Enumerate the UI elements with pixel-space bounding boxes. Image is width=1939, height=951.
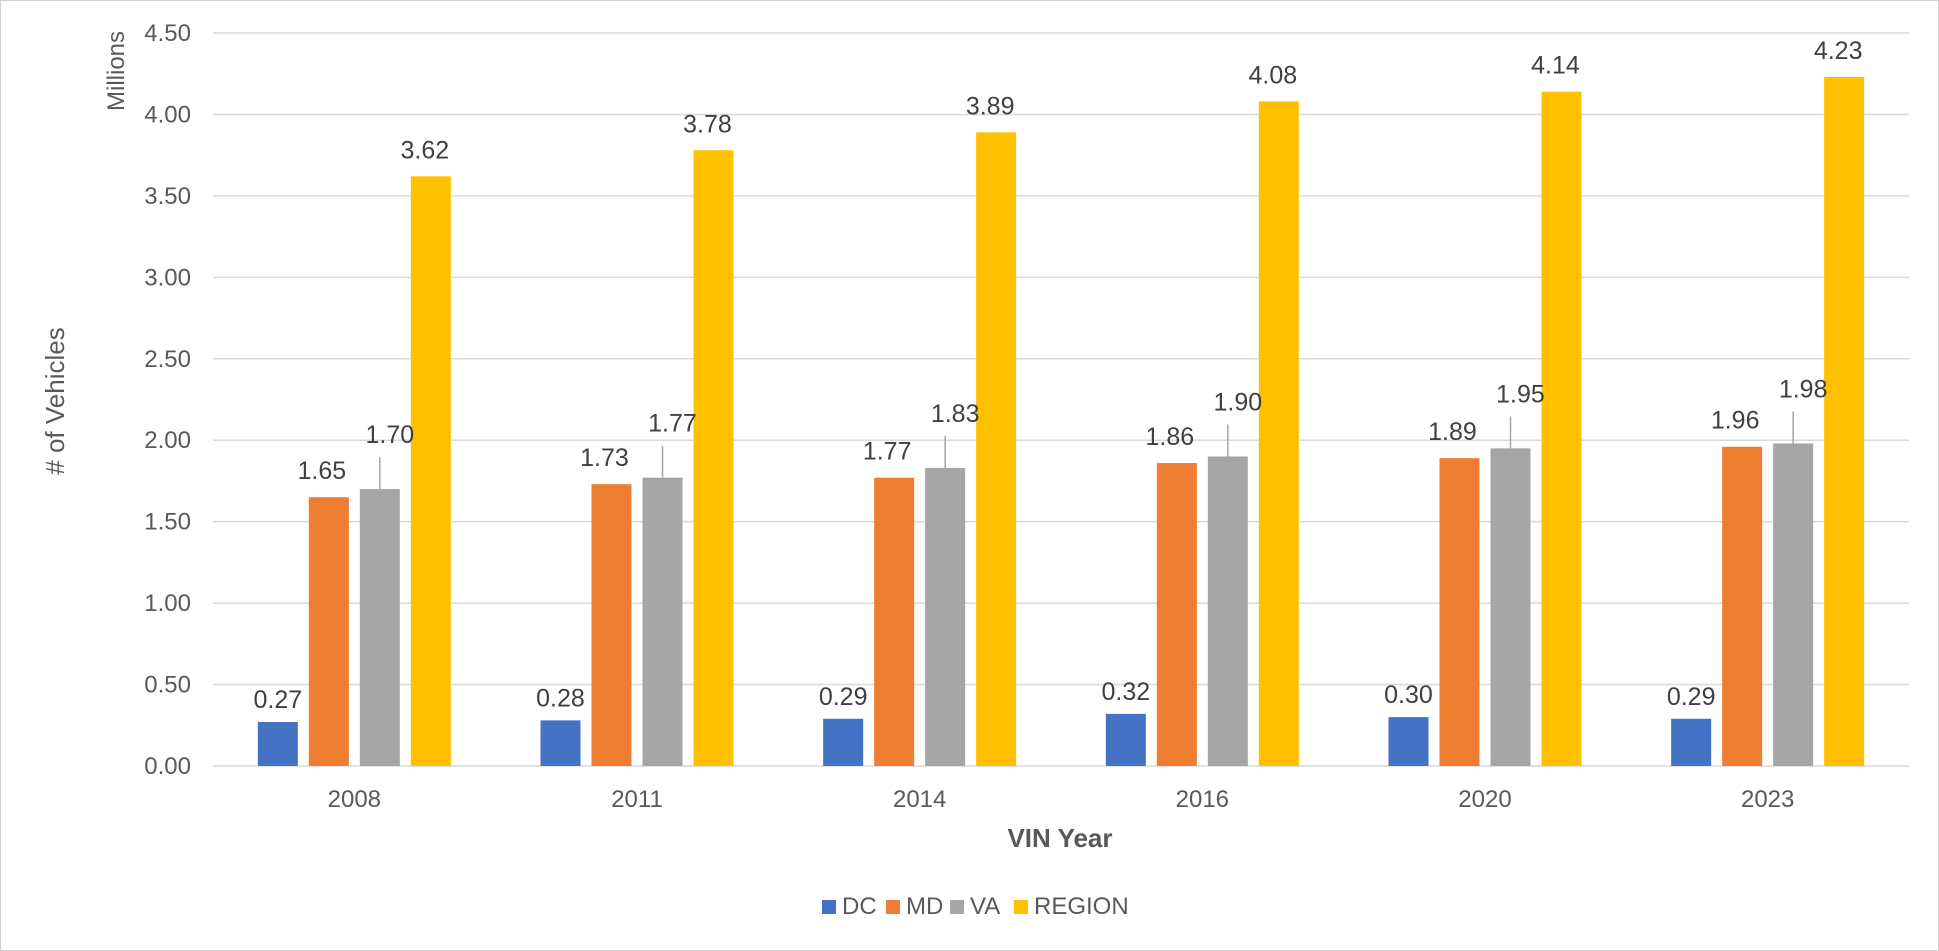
bar-va: [359, 489, 400, 766]
x-tick-label: 2008: [328, 786, 381, 813]
data-label-dc: 0.29: [1667, 683, 1716, 711]
data-label-va: 1.70: [365, 421, 414, 449]
y-tick-label: 3.50: [144, 183, 191, 210]
y-tick-label: 0.50: [144, 672, 191, 699]
data-label-region: 4.14: [1531, 52, 1580, 80]
legend-swatch-md: [886, 900, 900, 914]
data-label-dc: 0.28: [536, 684, 585, 712]
data-label-region: 3.89: [966, 92, 1015, 120]
data-label-va: 1.83: [931, 400, 980, 428]
data-label-md: 1.96: [1711, 407, 1760, 435]
bar-md: [591, 484, 632, 766]
legend-swatch-va: [950, 900, 964, 914]
y-tick-label: 2.00: [144, 427, 191, 454]
data-label-md: 1.86: [1145, 423, 1194, 451]
bar-md: [308, 497, 349, 766]
y-tick-label: 1.00: [144, 590, 191, 617]
y-tick-label: 1.50: [144, 509, 191, 536]
data-label-md: 1.65: [297, 457, 346, 485]
y-axis-unit-label: Millions: [103, 31, 130, 111]
y-tick-label: 0.00: [144, 753, 191, 780]
legend-label-va: VA: [970, 893, 1000, 920]
bar-region: [1824, 76, 1865, 767]
bar-md: [1156, 463, 1197, 766]
bar-region: [976, 132, 1017, 766]
data-label-va: 1.90: [1213, 389, 1262, 417]
bar-region: [410, 176, 451, 766]
x-tick-label: 2016: [1176, 786, 1229, 813]
y-tick-label: 3.00: [144, 264, 191, 291]
y-tick-label: 2.50: [144, 346, 191, 373]
y-axis-title: # of Vehicles: [40, 327, 70, 474]
data-label-md: 1.73: [580, 444, 629, 472]
x-axis-title: VIN Year: [1007, 823, 1112, 853]
data-label-region: 3.78: [683, 110, 732, 138]
bar-dc: [1671, 718, 1712, 766]
leader-lines: [379, 411, 1794, 490]
data-label-dc: 0.27: [253, 686, 302, 714]
y-axis-ticks: 0.00 0.50 1.00 1.50 2.00 2.50 3.00 3.50 4.00 4.50: [144, 20, 191, 780]
x-tick-label: 2011: [611, 786, 663, 813]
data-label-md: 1.77: [863, 438, 912, 466]
data-label-dc: 0.29: [819, 683, 868, 711]
x-axis-ticks: 2008 2011 2014 2016 2020 2023: [328, 786, 1795, 813]
data-label-region: 4.08: [1248, 61, 1297, 89]
data-label-region: 4.23: [1814, 37, 1863, 65]
data-labels: 0.27 0.28 0.29 0.32 0.30 0.29 1.65 1.73 1.77 1.86…: [253, 37, 1862, 714]
data-label-va: 1.77: [648, 410, 697, 438]
bar-dc: [257, 722, 298, 766]
legend-label-region: REGION: [1034, 893, 1129, 920]
y-tick-label: 4.00: [144, 101, 191, 128]
bar-dc: [823, 718, 864, 766]
data-label-md: 1.89: [1428, 418, 1477, 446]
bar-region: [693, 150, 734, 766]
bar-md: [1439, 458, 1480, 766]
gridlines: [213, 32, 1909, 767]
data-label-va: 1.98: [1779, 375, 1828, 403]
legend-swatch-region: [1014, 900, 1028, 914]
data-label-dc: 0.32: [1101, 678, 1150, 706]
legend: DC MD VA REGION: [822, 893, 1129, 920]
bar-va: [1490, 448, 1531, 766]
data-label-region: 3.62: [400, 136, 449, 164]
x-tick-label: 2014: [893, 786, 946, 813]
x-tick-label: 2020: [1458, 786, 1511, 813]
bar-va: [1773, 443, 1814, 766]
bar-dc: [1105, 713, 1146, 766]
bar-dc: [540, 720, 581, 766]
bar-va: [1207, 456, 1248, 766]
legend-swatch-dc: [822, 900, 836, 914]
bar-md: [874, 477, 915, 766]
data-label-va: 1.95: [1496, 380, 1545, 408]
data-label-dc: 0.30: [1384, 681, 1433, 709]
bar-dc: [1388, 717, 1429, 766]
bar-va: [925, 467, 966, 766]
bar-va: [642, 477, 683, 766]
bar-md: [1722, 446, 1763, 766]
legend-label-dc: DC: [842, 893, 877, 920]
bar-region: [1541, 91, 1582, 766]
x-tick-label: 2023: [1741, 786, 1794, 813]
bar-region: [1258, 101, 1299, 766]
bars: [257, 76, 1865, 767]
y-tick-label: 4.50: [144, 20, 191, 47]
legend-label-md: MD: [906, 893, 943, 920]
